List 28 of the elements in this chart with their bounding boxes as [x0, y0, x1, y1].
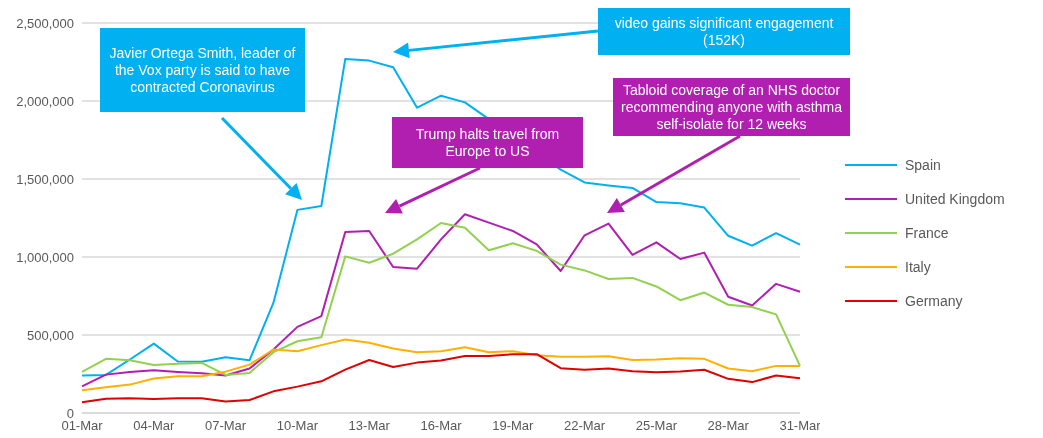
x-tick-label: 07-Mar [205, 418, 247, 434]
callout-box: Javier Ortega Smith, leader of the Vox party is said to have contracted Coronavirus [100, 28, 305, 112]
y-tick-label: 2,000,000 [16, 93, 74, 109]
legend-label: Spain [905, 157, 941, 173]
line-series [81, 353, 801, 404]
legend-label: Germany [905, 293, 963, 309]
y-tick-label: 0 [66, 405, 74, 421]
x-tick-label: 04-Mar [133, 418, 176, 434]
callout-box: Tabloid coverage of an NHS doctor recommending anyone with asthma self-isolate for 12 weeks [613, 78, 850, 136]
x-tick-label: 13-Mar [348, 418, 391, 434]
x-tick-label: 16-Mar [420, 418, 463, 434]
legend-label: United Kingdom [905, 191, 1005, 207]
x-tick-label: 19-Mar [492, 418, 535, 434]
line-series [81, 338, 801, 392]
x-tick-label: 28-Mar [707, 418, 750, 434]
callout-box: Trump halts travel from Europe to US [392, 117, 583, 168]
callout-box: video gains significant engagement (152K) [598, 8, 850, 55]
x-tick-label: 01-Mar [61, 418, 104, 434]
x-tick-label: 10-Mar [276, 418, 319, 434]
legend-label: Italy [905, 259, 931, 275]
legend-label: France [905, 225, 949, 241]
y-tick-label: 1,500,000 [16, 171, 74, 187]
y-tick-label: 2,500,000 [16, 15, 74, 31]
y-tick-label: 1,000,000 [16, 249, 74, 265]
x-tick-label: 22-Mar [564, 418, 606, 434]
y-tick-label: 500,000 [27, 327, 74, 343]
x-tick-label: 31-Mar [779, 418, 822, 434]
x-tick-label: 25-Mar [635, 418, 678, 434]
